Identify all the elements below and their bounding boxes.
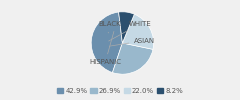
Wedge shape <box>119 12 134 43</box>
Wedge shape <box>91 12 122 73</box>
Text: ASIAN: ASIAN <box>109 38 156 46</box>
Text: HISPANIC: HISPANIC <box>89 31 121 65</box>
Wedge shape <box>122 14 154 49</box>
Text: BLACK: BLACK <box>98 21 121 33</box>
Wedge shape <box>113 43 153 74</box>
Legend: 42.9%, 26.9%, 22.0%, 8.2%: 42.9%, 26.9%, 22.0%, 8.2% <box>54 85 186 96</box>
Text: WHITE: WHITE <box>109 21 152 41</box>
